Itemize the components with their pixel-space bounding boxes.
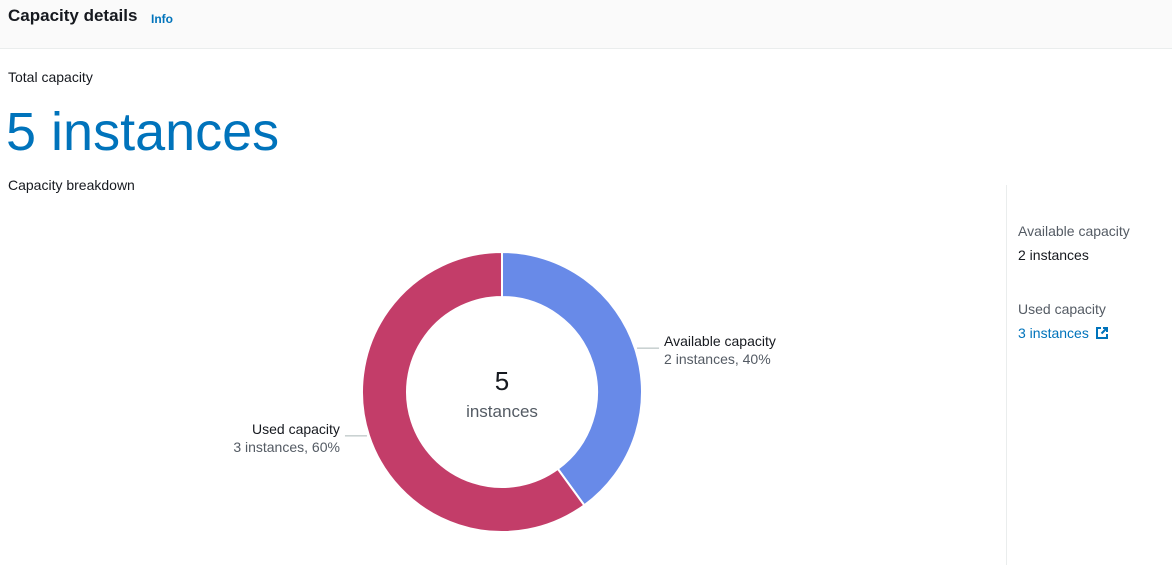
chart-center-value: 5 <box>495 366 509 396</box>
donut-slice-used-capacity[interactable] <box>361 250 586 533</box>
slice-detail: 2 instances, 40% <box>664 351 771 367</box>
external-link-icon <box>1095 327 1108 339</box>
used-capacity-label: Used capacity <box>1018 301 1106 317</box>
panel-header: Capacity details Info <box>0 0 1172 49</box>
panel-title: Capacity details <box>8 6 138 25</box>
available-capacity-value: 2 instances <box>1018 247 1089 263</box>
capacity-breakdown-label: Capacity breakdown <box>8 177 135 193</box>
available-capacity-label: Available capacity <box>1018 223 1130 239</box>
used-capacity-link[interactable]: 3 instances <box>1018 325 1109 341</box>
info-link[interactable]: Info <box>151 12 173 26</box>
chart-center-unit: instances <box>466 402 538 421</box>
total-capacity-value: 5 instances <box>6 102 280 162</box>
total-capacity-label: Total capacity <box>8 69 93 85</box>
slice-label: Used capacity <box>252 421 340 437</box>
vertical-divider <box>1006 185 1007 565</box>
used-capacity-value: 3 instances <box>1018 325 1089 341</box>
slice-label: Available capacity <box>664 333 776 349</box>
donut-slice-available-capacity[interactable] <box>501 250 643 507</box>
slice-detail: 3 instances, 60% <box>233 439 340 455</box>
capacity-donut-chart: Available capacity 2 instances, 40% Used c… <box>233 250 776 533</box>
